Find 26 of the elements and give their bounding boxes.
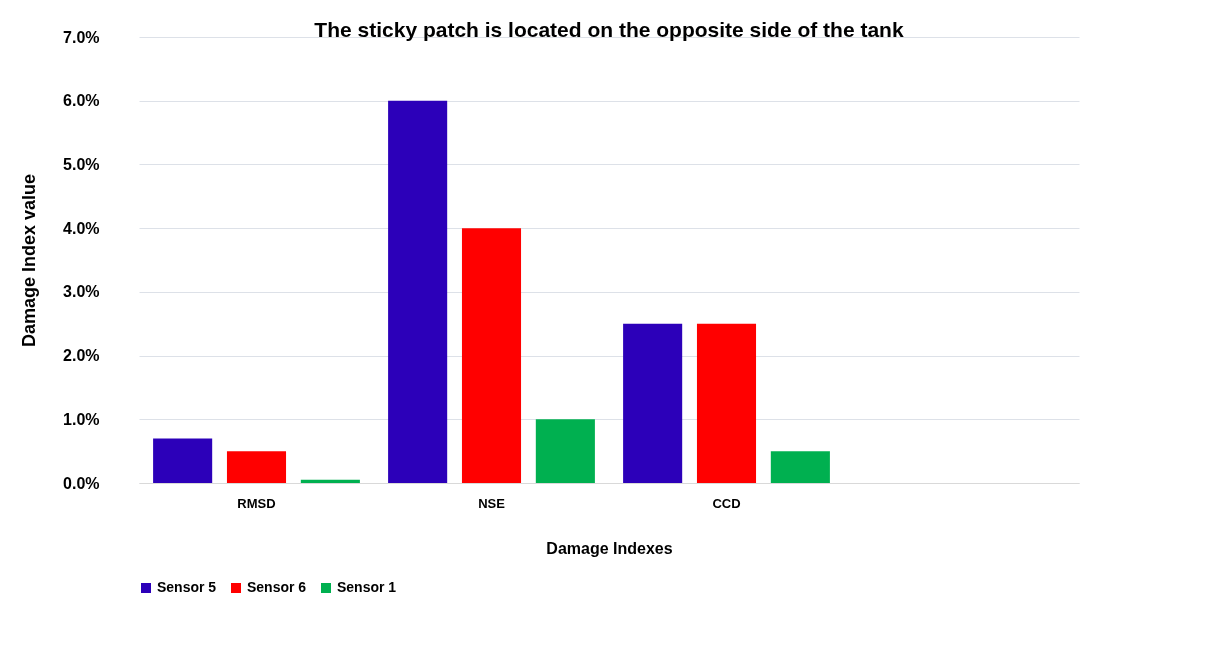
chart-title: The sticky patch is located on the opposite side of the tank <box>314 18 904 41</box>
x-axis-title: Damage Indexes <box>546 539 673 557</box>
bar <box>770 451 830 483</box>
bar <box>226 451 287 483</box>
bar <box>300 479 360 483</box>
bar <box>153 438 213 483</box>
legend-label: Sensor 5 <box>157 579 217 595</box>
bar <box>461 228 522 483</box>
legend-label: Sensor 6 <box>247 579 307 595</box>
x-tick-label: NSE <box>478 495 506 511</box>
x-tick-label: CCD <box>712 495 741 511</box>
y-tick-label: 7.0% <box>63 28 100 46</box>
y-tick-label: 0.0% <box>63 474 100 492</box>
bar <box>535 419 595 483</box>
y-tick-label: 1.0% <box>63 410 100 428</box>
y-tick-label: 2.0% <box>63 347 100 365</box>
legend-label: Sensor 1 <box>337 579 397 595</box>
y-tick-label: 6.0% <box>63 92 100 110</box>
bar <box>623 323 683 483</box>
y-tick-label: 4.0% <box>63 219 100 237</box>
y-tick-label: 5.0% <box>63 155 100 173</box>
y-tick-label: 3.0% <box>63 283 100 301</box>
bar <box>388 100 448 483</box>
y-axis-title: Damage Index value <box>19 173 40 348</box>
x-tick-label: RMSD <box>237 495 276 511</box>
bar <box>696 323 757 483</box>
